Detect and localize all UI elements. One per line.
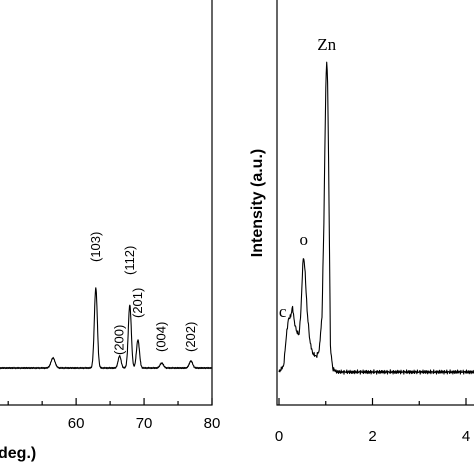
xrd-peak-label: (112) xyxy=(122,246,137,275)
eds-element-label: c xyxy=(279,302,287,321)
xrd-peak-label: (103) xyxy=(88,232,103,262)
xrd-peak-label: (201) xyxy=(130,288,145,318)
xrd-x-axis-label: deg.) xyxy=(0,445,36,462)
xrd-peak-label: (200) xyxy=(112,325,127,355)
xrd-plot-frame xyxy=(0,0,213,406)
eds-x-ticks: 0 2 4 xyxy=(275,398,470,445)
eds-x-tick-label: 2 xyxy=(368,428,376,445)
xrd-peak-labels: (103) (200) (112) (201) (004) (202) xyxy=(88,232,198,355)
eds-x-tick-label: 4 xyxy=(462,428,470,445)
xrd-x-tick-label: 70 xyxy=(136,415,153,432)
eds-spectrum-line xyxy=(278,61,474,375)
eds-panel: 0 2 4 Zn o c Intensity (a.u.) xyxy=(249,0,474,445)
xrd-pattern-line xyxy=(0,287,213,370)
eds-x-tick-label: 0 xyxy=(275,428,283,445)
eds-plot-frame xyxy=(276,0,474,406)
xrd-x-ticks: 60 70 80 xyxy=(7,398,221,432)
xrd-peak-label: (202) xyxy=(183,322,198,352)
eds-element-labels: Zn o c xyxy=(279,35,337,321)
eds-y-axis-label: Intensity (a.u.) xyxy=(249,149,266,257)
xrd-x-tick-label: 80 xyxy=(204,415,221,432)
xrd-peak-label: (004) xyxy=(154,322,169,352)
eds-element-label: Zn xyxy=(317,35,336,54)
xrd-x-tick-label: 60 xyxy=(68,415,85,432)
eds-element-label: o xyxy=(300,230,309,249)
